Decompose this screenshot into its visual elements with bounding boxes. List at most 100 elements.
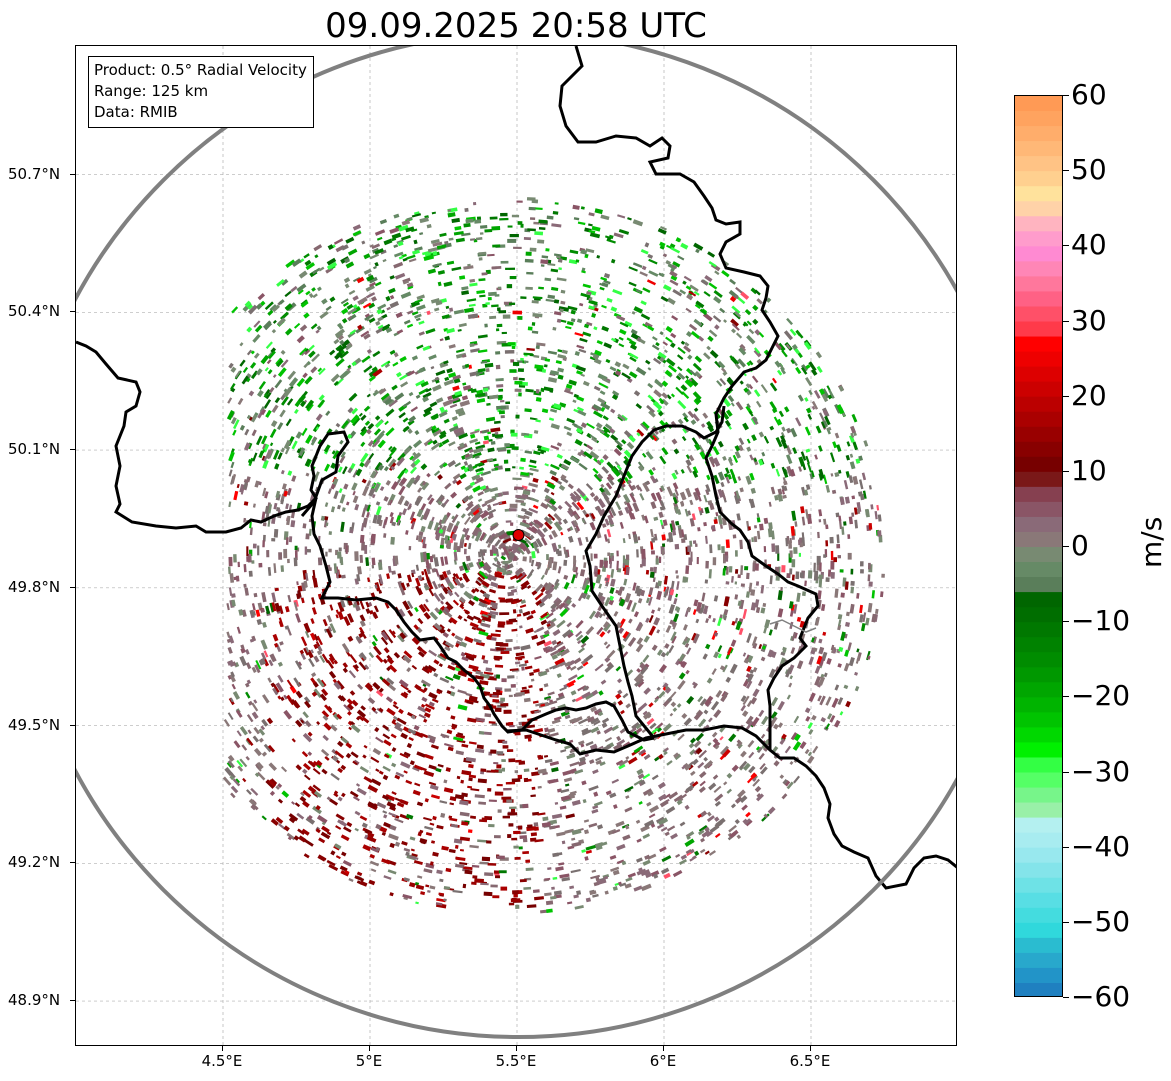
velocity-echo (739, 487, 744, 493)
velocity-echo (552, 326, 557, 331)
velocity-echo (420, 891, 426, 896)
velocity-echo (595, 759, 602, 765)
velocity-echo (520, 599, 527, 604)
velocity-echo (774, 360, 782, 368)
velocity-echo (438, 410, 448, 418)
velocity-echo (726, 772, 733, 779)
velocity-echo (809, 473, 814, 480)
velocity-echo (588, 785, 599, 792)
velocity-echo (783, 480, 788, 486)
velocity-echo (626, 502, 633, 512)
velocity-echo (669, 243, 676, 249)
velocity-echo (557, 566, 562, 574)
velocity-echo (579, 302, 584, 307)
velocity-echo (675, 375, 682, 381)
velocity-echo (649, 722, 657, 730)
velocity-echo (277, 422, 284, 430)
radar-map-canvas[interactable] (76, 46, 957, 1046)
velocity-echo (549, 646, 557, 653)
velocity-echo (468, 777, 473, 782)
velocity-echo (660, 427, 666, 433)
velocity-echo (777, 700, 785, 711)
velocity-echo (261, 591, 267, 603)
velocity-echo (382, 765, 391, 772)
velocity-echo (432, 815, 437, 821)
velocity-echo (697, 527, 701, 532)
velocity-echo (507, 225, 513, 228)
velocity-echo (746, 673, 754, 683)
velocity-echo (668, 364, 678, 373)
velocity-echo (371, 296, 377, 302)
velocity-echo (294, 802, 301, 808)
velocity-echo (583, 685, 589, 691)
velocity-echo (788, 540, 793, 549)
velocity-echo (494, 433, 504, 439)
velocity-echo (260, 408, 267, 416)
velocity-echo (784, 406, 790, 413)
velocity-echo (323, 722, 332, 731)
velocity-echo (532, 313, 543, 318)
velocity-echo (446, 569, 452, 576)
velocity-echo (544, 758, 553, 764)
velocity-echo (687, 410, 695, 419)
velocity-echo (821, 603, 826, 612)
velocity-echo (660, 826, 668, 832)
velocity-echo (335, 813, 345, 821)
velocity-echo (339, 370, 350, 380)
velocity-echo (708, 329, 718, 338)
velocity-echo (722, 664, 728, 673)
velocity-echo (447, 746, 454, 752)
velocity-echo (586, 432, 593, 439)
velocity-echo (694, 303, 701, 310)
velocity-echo (368, 317, 376, 324)
velocity-echo (295, 764, 302, 771)
velocity-echo (345, 545, 348, 554)
velocity-echo (830, 571, 835, 579)
velocity-echo (265, 449, 273, 460)
velocity-echo (401, 508, 408, 516)
velocity-echo (469, 343, 475, 348)
velocity-echo (341, 792, 346, 798)
velocity-echo (517, 368, 524, 373)
velocity-echo (311, 353, 320, 362)
velocity-echo (269, 602, 274, 613)
velocity-echo (616, 444, 623, 451)
velocity-echo (449, 425, 459, 433)
velocity-echo (698, 749, 707, 759)
colorbar-band (1015, 516, 1062, 533)
velocity-echo (563, 574, 569, 580)
velocity-echo (626, 377, 633, 383)
velocity-echo (529, 417, 538, 421)
velocity-echo (567, 507, 574, 514)
velocity-echo (680, 384, 688, 392)
velocity-echo (519, 831, 527, 835)
velocity-echo (450, 661, 456, 666)
velocity-echo (350, 522, 355, 532)
radar-map[interactable] (75, 45, 957, 1046)
velocity-echo (408, 546, 412, 551)
velocity-echo (734, 796, 743, 804)
velocity-echo (365, 292, 376, 299)
velocity-echo (636, 675, 644, 683)
velocity-echo (603, 427, 610, 434)
velocity-echo (572, 399, 577, 404)
velocity-echo (496, 764, 502, 769)
velocity-echo (685, 375, 690, 380)
velocity-echo (568, 792, 577, 797)
velocity-echo (410, 466, 418, 475)
velocity-echo (564, 714, 571, 720)
velocity-echo (469, 282, 478, 287)
radar-site-marker[interactable] (512, 529, 525, 542)
velocity-echo (712, 557, 717, 566)
velocity-echo (450, 823, 459, 828)
velocity-echo (532, 477, 539, 483)
velocity-echo (605, 358, 611, 364)
velocity-echo (578, 462, 588, 471)
velocity-echo (427, 734, 437, 741)
velocity-echo (576, 370, 583, 376)
velocity-echo (607, 473, 615, 481)
velocity-echo (330, 506, 336, 513)
velocity-echo (706, 811, 712, 817)
velocity-echo (804, 748, 810, 755)
velocity-echo (583, 451, 593, 460)
